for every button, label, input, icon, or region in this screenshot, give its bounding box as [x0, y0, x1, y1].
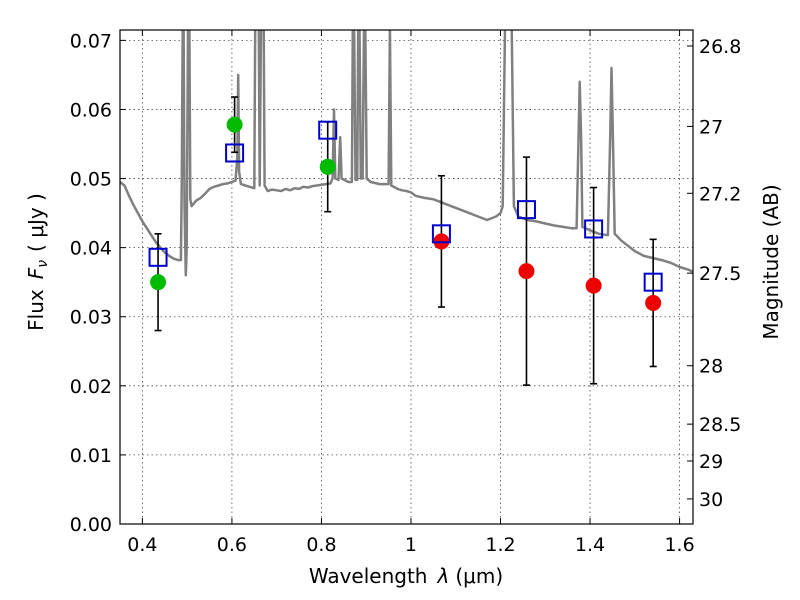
model-photometry-point — [643, 272, 663, 292]
x-tick-label: 1.4 — [575, 534, 605, 556]
observed-nir-point — [518, 263, 535, 280]
right-tick-label: 29 — [699, 451, 723, 473]
x-tick-label: 0.6 — [217, 534, 247, 556]
x-tick-label: 1.2 — [485, 534, 515, 556]
x-tick-label: 0.4 — [127, 534, 157, 556]
x-tick-label: 1 — [405, 534, 417, 556]
right-tick-label: 28 — [699, 356, 723, 378]
observed-optical-point — [226, 116, 243, 133]
model-spectrum-line — [120, 30, 693, 277]
right-tick-label: 26.8 — [699, 36, 741, 58]
right-tick-label: 30 — [699, 489, 723, 511]
grid-lines — [120, 30, 693, 525]
x-axis-label: Wavelength λ (μm) — [309, 564, 503, 588]
y-tick-label: 0.07 — [70, 30, 112, 52]
data-points — [148, 116, 663, 311]
y-tick-label: 0.04 — [70, 238, 112, 260]
model-photometry-point — [584, 219, 604, 239]
model-photometry-point — [225, 143, 245, 163]
y-tick-label: 0.03 — [70, 307, 112, 329]
y-axis-label: FluxFν( μJy ) — [24, 193, 51, 331]
right-tick-label: 27.2 — [699, 183, 741, 205]
model-spectrum — [120, 30, 693, 277]
right-tick-label: 28.5 — [699, 414, 741, 436]
y-tick-label: 0.06 — [70, 99, 112, 121]
y-tick-label: 0.02 — [70, 376, 112, 398]
observed-nir-point — [585, 277, 602, 294]
y-tick-label: 0.05 — [70, 169, 112, 191]
y-tick-label: 0.01 — [70, 445, 112, 467]
model-photometry-point — [318, 120, 338, 140]
x-tick-label: 0.8 — [306, 534, 336, 556]
model-photometry-point — [516, 200, 536, 220]
y-tick-label: 0.00 — [70, 514, 112, 536]
observed-nir-point — [645, 294, 662, 311]
axis-ticks: 0.4 0.6 0.8 1 1.2 1.4 1.6 0.00 0.01 0.02 0.03 0.04 0… — [70, 30, 741, 556]
observed-optical-point — [319, 158, 336, 175]
right-tick-label: 27.5 — [699, 263, 741, 285]
model-photometry-point — [148, 247, 168, 267]
right-axis-label: Magnitude (AB) — [759, 184, 783, 339]
x-tick-label: 1.6 — [664, 534, 694, 556]
right-tick-label: 27 — [699, 116, 723, 138]
observed-optical-point — [150, 274, 167, 291]
model-photometry-point — [431, 224, 451, 244]
plot-frame — [119, 29, 694, 525]
